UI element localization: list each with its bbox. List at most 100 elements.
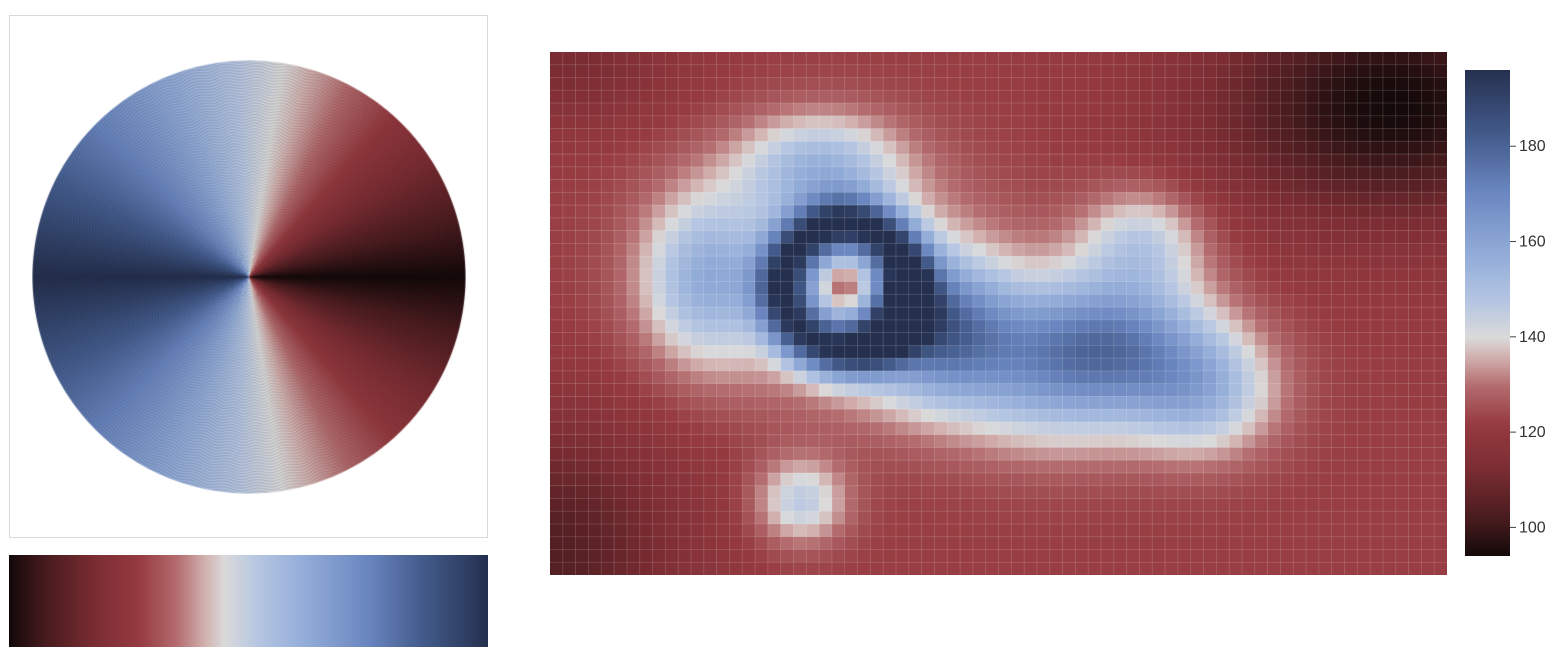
heatmap-cell xyxy=(1370,498,1384,512)
heatmap-cell xyxy=(921,52,935,66)
heatmap-cell xyxy=(960,154,974,168)
heatmap-cell xyxy=(639,523,653,538)
heatmap-cell xyxy=(1421,192,1435,206)
heatmap-cell xyxy=(767,472,781,487)
heatmap-cell xyxy=(895,460,910,474)
heatmap-cell xyxy=(703,370,717,384)
heatmap-cell xyxy=(729,268,743,282)
heatmap-cell xyxy=(1075,52,1089,66)
heatmap-cell xyxy=(575,562,589,575)
heatmap-cell xyxy=(575,192,589,206)
heatmap-cell xyxy=(562,498,576,512)
heatmap-cell xyxy=(1434,447,1447,461)
heatmap-cell xyxy=(1062,64,1076,78)
heatmap-cell xyxy=(998,243,1012,257)
heatmap-cell xyxy=(1011,64,1025,78)
heatmap-cell xyxy=(870,115,884,129)
heatmap-cell xyxy=(1101,179,1115,193)
heatmap-cell xyxy=(550,485,564,499)
heatmap-cell xyxy=(665,243,679,257)
heatmap-cell xyxy=(1036,472,1051,487)
heatmap-cell xyxy=(831,319,846,333)
heatmap-cell xyxy=(1344,243,1358,257)
heatmap-cell xyxy=(1036,319,1051,333)
heatmap-cell xyxy=(1113,498,1127,512)
heatmap-cell xyxy=(1075,511,1089,525)
heatmap-cell xyxy=(1190,498,1204,512)
heatmap-cell xyxy=(703,485,717,499)
heatmap-cell xyxy=(1126,205,1140,219)
heatmap-cell xyxy=(614,523,628,538)
heatmap-cell xyxy=(652,332,666,346)
heatmap-cell xyxy=(1101,281,1115,295)
heatmap-cell xyxy=(844,243,858,257)
heatmap-cell xyxy=(626,192,640,206)
heatmap-cell xyxy=(895,409,910,423)
heatmap-cell xyxy=(703,217,717,231)
heatmap-cell xyxy=(1190,141,1204,155)
heatmap-cell xyxy=(972,409,986,423)
heatmap-cell xyxy=(1293,307,1307,321)
heatmap-cell xyxy=(985,217,999,231)
heatmap-cell xyxy=(947,115,961,129)
heatmap-cell xyxy=(1152,281,1166,295)
heatmap-cell xyxy=(678,434,692,448)
heatmap-cell xyxy=(844,319,858,333)
heatmap-cell xyxy=(1152,192,1166,206)
heatmap-cell xyxy=(908,396,922,410)
heatmap-cell xyxy=(1344,115,1358,129)
heatmap-cell xyxy=(1011,460,1025,474)
heatmap-cell xyxy=(588,421,602,435)
heatmap-cell xyxy=(1382,345,1397,359)
heatmap-cell xyxy=(562,396,576,410)
heatmap-cell xyxy=(819,460,833,474)
heatmap-cell xyxy=(1331,154,1345,168)
heatmap-cell xyxy=(1036,498,1051,512)
heatmap-cell xyxy=(1165,498,1179,512)
heatmap-cell xyxy=(1203,472,1217,487)
heatmap-cell xyxy=(1024,332,1038,346)
heatmap-cell xyxy=(1190,230,1204,244)
heatmap-cell xyxy=(844,523,858,538)
heatmap-cell xyxy=(1152,434,1166,448)
heatmap-cell xyxy=(1254,434,1268,448)
heatmap-cell xyxy=(562,103,576,117)
heatmap-cell xyxy=(665,332,679,346)
heatmap-cell xyxy=(780,230,794,244)
heatmap-cell xyxy=(665,90,679,104)
heatmap-cell xyxy=(819,409,833,423)
heatmap-cell xyxy=(1241,230,1256,244)
heatmap-cell xyxy=(972,154,986,168)
heatmap-cell xyxy=(998,141,1012,155)
heatmap-cell xyxy=(819,434,833,448)
heatmap-cell xyxy=(1024,294,1038,308)
heatmap-cell xyxy=(1254,64,1268,78)
heatmap-cell xyxy=(998,217,1012,231)
heatmap-cell xyxy=(1408,179,1422,193)
heatmap-cell xyxy=(985,319,999,333)
heatmap-cell xyxy=(1434,268,1447,282)
heatmap-cell xyxy=(1280,319,1294,333)
heatmap-cell xyxy=(716,230,730,244)
heatmap-cell xyxy=(1075,90,1089,104)
heatmap-cell xyxy=(588,128,602,142)
heatmap-cell xyxy=(908,485,922,499)
heatmap-cell xyxy=(806,345,820,359)
heatmap-cell xyxy=(1088,421,1102,435)
heatmap-cell xyxy=(1254,472,1268,487)
heatmap-cell xyxy=(1267,217,1281,231)
heatmap-cell xyxy=(767,294,781,308)
heatmap-cell xyxy=(639,396,653,410)
heatmap-cell xyxy=(844,409,858,423)
heatmap-cell xyxy=(1062,370,1076,384)
heatmap-cell xyxy=(639,434,653,448)
heatmap-cell xyxy=(1280,294,1294,308)
heatmap-cell xyxy=(806,409,820,423)
heatmap-cell xyxy=(1036,128,1051,142)
heatmap-cell xyxy=(1139,549,1153,563)
heatmap-cell xyxy=(1011,345,1025,359)
heatmap-cell xyxy=(934,192,948,206)
heatmap-cell xyxy=(780,77,794,91)
heatmap-cell xyxy=(780,154,794,168)
heatmap-cell xyxy=(1382,90,1397,104)
